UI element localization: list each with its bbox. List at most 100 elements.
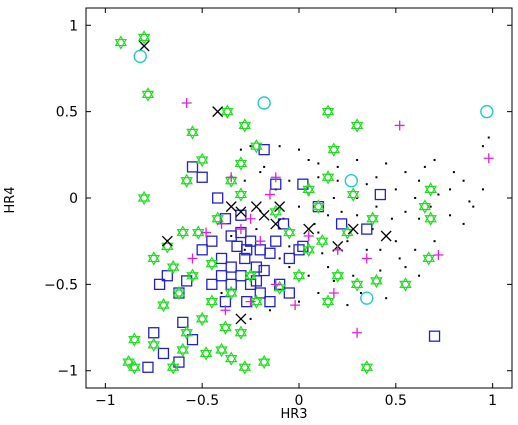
data-point-star <box>312 199 325 214</box>
data-point-square <box>177 316 189 329</box>
data-point-dot <box>385 297 388 300</box>
data-point-dot <box>336 165 339 168</box>
data-point-dot <box>307 274 310 277</box>
data-point-dot <box>288 179 291 182</box>
data-point-star <box>186 268 199 283</box>
data-point-dot <box>481 188 484 191</box>
data-point-square <box>206 235 218 247</box>
data-point-cross <box>270 218 282 230</box>
data-point-square <box>225 261 237 273</box>
data-point-plus <box>290 300 301 311</box>
data-point-star <box>199 346 213 361</box>
data-point-cross <box>212 106 224 118</box>
data-point-star <box>315 233 329 249</box>
x-tick-label: 1 <box>488 393 497 409</box>
data-point-dot <box>423 165 426 168</box>
data-point-star <box>211 211 224 226</box>
data-point-square <box>283 252 295 265</box>
data-point-square <box>241 244 253 256</box>
x-tick-label: 0 <box>295 393 304 409</box>
data-point-dot <box>346 240 349 243</box>
data-point-plus <box>187 253 198 264</box>
data-point-dot <box>390 217 393 220</box>
data-point-plus <box>181 98 192 108</box>
data-point-plus <box>255 236 266 247</box>
y-tick-label: 0 <box>69 191 78 207</box>
data-point-square <box>186 333 199 346</box>
data-point-circle <box>257 96 271 110</box>
data-point-square <box>277 218 290 230</box>
data-point-dot <box>452 171 455 174</box>
data-point-star <box>302 242 315 258</box>
data-point-star <box>238 360 252 375</box>
data-point-dot <box>365 248 368 251</box>
data-point-star <box>346 187 360 202</box>
data-point-square <box>264 247 276 259</box>
data-point-dot <box>317 162 320 165</box>
y-tick-label: −0.5 <box>44 277 78 293</box>
data-point-star <box>366 211 379 226</box>
data-point-dot <box>249 145 252 148</box>
data-point-square <box>293 244 305 256</box>
data-point-dot <box>449 188 452 191</box>
data-point-star <box>302 182 315 197</box>
data-point-plus <box>226 172 237 183</box>
data-point-dot <box>327 214 330 217</box>
data-point-dot <box>418 274 421 277</box>
data-point-square <box>186 161 199 173</box>
data-point-square <box>283 287 295 299</box>
data-point-square <box>374 188 386 201</box>
data-point-dot <box>317 231 320 234</box>
data-point-plus <box>303 231 314 241</box>
data-point-dot <box>398 257 401 260</box>
data-point-dot <box>468 200 471 203</box>
data-point-star <box>283 225 296 240</box>
data-point-square <box>258 264 270 277</box>
data-point-square <box>250 261 263 273</box>
data-point-star <box>269 204 283 220</box>
data-point-star <box>321 104 335 119</box>
data-point-star <box>166 259 180 275</box>
data-point-dot <box>346 304 349 307</box>
data-point-plus <box>220 305 231 316</box>
data-point-star <box>224 351 238 366</box>
data-point-star <box>147 337 161 353</box>
data-point-cross <box>225 201 237 213</box>
data-point-square <box>235 270 247 282</box>
data-point-dot <box>332 279 335 282</box>
data-point-dot <box>278 257 281 260</box>
data-point-star <box>360 360 374 375</box>
data-point-dot <box>243 179 246 182</box>
data-point-plus <box>201 227 212 238</box>
data-point-square <box>153 278 166 291</box>
data-point-plus <box>235 224 246 235</box>
data-point-square <box>270 235 282 247</box>
data-point-circle <box>133 49 147 64</box>
data-point-square <box>254 244 266 256</box>
data-point-square <box>225 230 237 242</box>
data-point-star <box>122 354 135 370</box>
data-point-dot <box>327 266 330 269</box>
data-point-dot <box>449 214 452 217</box>
data-point-dot <box>404 210 407 213</box>
data-point-star <box>195 152 209 168</box>
data-point-square <box>206 278 218 291</box>
data-point-square <box>157 347 170 360</box>
data-point-square <box>142 361 154 373</box>
data-point-dot <box>462 179 465 182</box>
data-point-square <box>428 330 441 342</box>
data-point-dot <box>414 248 417 251</box>
data-point-dot <box>365 183 368 186</box>
data-point-star <box>399 277 412 292</box>
data-point-plus <box>264 189 275 200</box>
data-point-dot <box>243 248 246 251</box>
data-point-star <box>219 320 232 335</box>
data-point-dot <box>418 179 421 182</box>
data-point-dot <box>418 217 421 220</box>
data-point-star <box>215 342 228 358</box>
data-point-dot <box>239 148 242 151</box>
data-point-square <box>196 171 208 183</box>
data-point-star <box>327 142 341 157</box>
data-point-dot <box>481 145 484 148</box>
